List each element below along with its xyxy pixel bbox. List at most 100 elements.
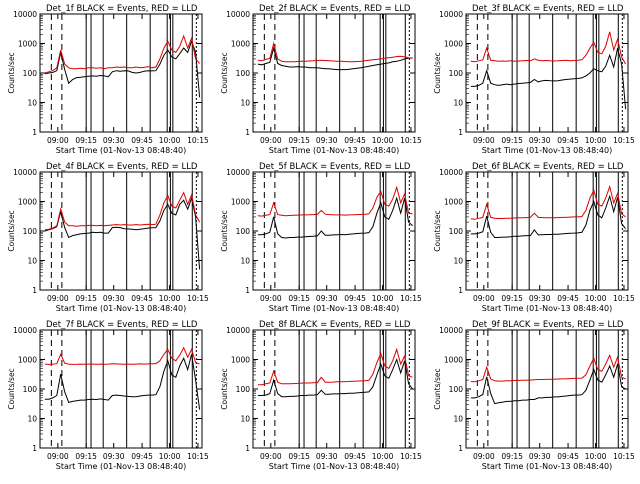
panel-9: Det_9f BLACK = Events, RED = LLD 1 10 100 10… bbox=[433, 320, 635, 471]
x-tick-label: 09:00 bbox=[473, 136, 495, 145]
panel-7: Det_7f BLACK = Events, RED = LLD 1 10 100 10… bbox=[7, 320, 209, 471]
y-tick-label: 10 bbox=[240, 415, 250, 424]
x-tick-label: 09:15 bbox=[501, 136, 523, 145]
panel-5: Det_5f BLACK = Events, RED = LLD 1 10 100 10… bbox=[220, 162, 422, 313]
x-tick-label: 10:15 bbox=[187, 452, 209, 461]
lld-series-line bbox=[257, 347, 413, 386]
x-tick-label: 09:45 bbox=[344, 136, 366, 145]
plot-frame bbox=[252, 329, 416, 449]
x-tick-label: 09:00 bbox=[260, 294, 282, 303]
y-tick-label: 10 bbox=[240, 99, 250, 108]
panel-title: Det_6f BLACK = Events, RED = LLD bbox=[472, 162, 624, 172]
x-tick-label: 09:45 bbox=[344, 294, 366, 303]
x-tick-label: 10:00 bbox=[159, 452, 181, 461]
x-axis-label: Start Time (01-Nov-13 08:48:40) bbox=[269, 462, 399, 471]
x-tick-label: 10:00 bbox=[159, 136, 181, 145]
events-series-line bbox=[44, 354, 201, 410]
x-axis-label: Start Time (01-Nov-13 08:48:40) bbox=[56, 146, 186, 155]
y-tick-label: 1 bbox=[32, 444, 37, 453]
x-tick-label: 09:15 bbox=[501, 452, 523, 461]
lld-series-line bbox=[44, 191, 201, 231]
x-tick-label: 10:15 bbox=[400, 136, 422, 145]
x-tick-label: 09:15 bbox=[75, 136, 97, 145]
y-tick-label: 100 bbox=[236, 385, 251, 394]
x-tick-label: 10:00 bbox=[372, 294, 394, 303]
x-tick-label: 09:15 bbox=[288, 452, 310, 461]
x-tick-label: 09:30 bbox=[529, 294, 551, 303]
y-tick-label: 1 bbox=[245, 444, 250, 453]
lld-series-line bbox=[470, 184, 626, 220]
y-axis-label: Counts/sec bbox=[220, 210, 229, 251]
x-tick-label: 09:15 bbox=[288, 294, 310, 303]
x-tick-label: 10:15 bbox=[400, 294, 422, 303]
panel-4: Det_4f BLACK = Events, RED = LLD 1 10 100 10… bbox=[7, 162, 209, 313]
events-series-line bbox=[44, 39, 201, 98]
y-tick-label: 1000 bbox=[231, 356, 250, 365]
x-tick-label: 10:15 bbox=[187, 136, 209, 145]
events-series-line bbox=[257, 46, 413, 71]
y-axis-label: Counts/sec bbox=[220, 368, 229, 409]
plot-frame bbox=[465, 13, 629, 133]
y-tick-label: 1 bbox=[32, 286, 37, 295]
plot-frame bbox=[39, 13, 203, 133]
y-tick-label: 1000 bbox=[444, 356, 463, 365]
y-tick-label: 10 bbox=[27, 257, 37, 266]
events-series-line bbox=[470, 363, 626, 405]
y-tick-label: 100 bbox=[236, 69, 251, 78]
y-tick-label: 100 bbox=[449, 385, 464, 394]
y-axis-label: Counts/sec bbox=[433, 368, 442, 409]
x-tick-label: 09:00 bbox=[260, 136, 282, 145]
events-series-line bbox=[44, 196, 201, 270]
y-tick-label: 100 bbox=[23, 385, 38, 394]
x-tick-label: 09:45 bbox=[131, 294, 153, 303]
x-tick-label: 09:15 bbox=[75, 452, 97, 461]
y-tick-label: 10000 bbox=[439, 326, 463, 335]
x-tick-label: 09:15 bbox=[288, 136, 310, 145]
y-tick-label: 10000 bbox=[226, 168, 250, 177]
x-tick-label: 09:00 bbox=[47, 452, 69, 461]
x-tick-label: 09:45 bbox=[344, 452, 366, 461]
x-tick-label: 09:15 bbox=[501, 294, 523, 303]
x-tick-label: 10:00 bbox=[372, 452, 394, 461]
y-axis-label: Counts/sec bbox=[7, 52, 16, 93]
x-axis-label: Start Time (01-Nov-13 08:48:40) bbox=[482, 146, 612, 155]
x-tick-label: 10:00 bbox=[372, 136, 394, 145]
y-tick-label: 10000 bbox=[439, 168, 463, 177]
x-tick-label: 10:00 bbox=[585, 294, 607, 303]
y-axis-label: Counts/sec bbox=[433, 210, 442, 251]
events-series-line bbox=[257, 196, 413, 239]
panel-title: Det_4f BLACK = Events, RED = LLD bbox=[46, 162, 198, 172]
panel-title: Det_1f BLACK = Events, RED = LLD bbox=[46, 4, 198, 14]
y-tick-label: 1000 bbox=[18, 356, 37, 365]
y-tick-label: 10 bbox=[27, 415, 37, 424]
plot-frame bbox=[465, 329, 629, 449]
y-tick-label: 10 bbox=[240, 257, 250, 266]
lld-series-line bbox=[44, 346, 200, 365]
y-tick-label: 10000 bbox=[13, 326, 37, 335]
y-tick-label: 1000 bbox=[231, 198, 250, 207]
x-tick-label: 10:15 bbox=[613, 136, 635, 145]
y-tick-label: 100 bbox=[23, 227, 38, 236]
y-axis-label: Counts/sec bbox=[220, 52, 229, 93]
y-tick-label: 1000 bbox=[444, 40, 463, 49]
x-tick-label: 09:30 bbox=[529, 136, 551, 145]
x-tick-label: 10:15 bbox=[187, 294, 209, 303]
x-tick-label: 09:00 bbox=[473, 294, 495, 303]
panel-title: Det_2f BLACK = Events, RED = LLD bbox=[259, 4, 411, 14]
x-tick-label: 09:45 bbox=[557, 452, 579, 461]
x-tick-label: 09:30 bbox=[103, 136, 125, 145]
x-tick-label: 09:30 bbox=[316, 452, 338, 461]
x-axis-label: Start Time (01-Nov-13 08:48:40) bbox=[482, 462, 612, 471]
panel-title: Det_3f BLACK = Events, RED = LLD bbox=[472, 4, 624, 14]
x-tick-label: 09:00 bbox=[260, 452, 282, 461]
x-axis-label: Start Time (01-Nov-13 08:48:40) bbox=[269, 304, 399, 313]
y-tick-label: 10 bbox=[453, 415, 463, 424]
y-axis-label: Counts/sec bbox=[433, 52, 442, 93]
y-tick-label: 1 bbox=[458, 286, 463, 295]
events-series-line bbox=[257, 357, 413, 398]
x-tick-label: 09:45 bbox=[557, 136, 579, 145]
x-tick-label: 09:00 bbox=[473, 452, 495, 461]
panel-title: Det_7f BLACK = Events, RED = LLD bbox=[46, 320, 198, 330]
x-tick-label: 10:00 bbox=[159, 294, 181, 303]
y-axis-label: Counts/sec bbox=[7, 368, 16, 409]
